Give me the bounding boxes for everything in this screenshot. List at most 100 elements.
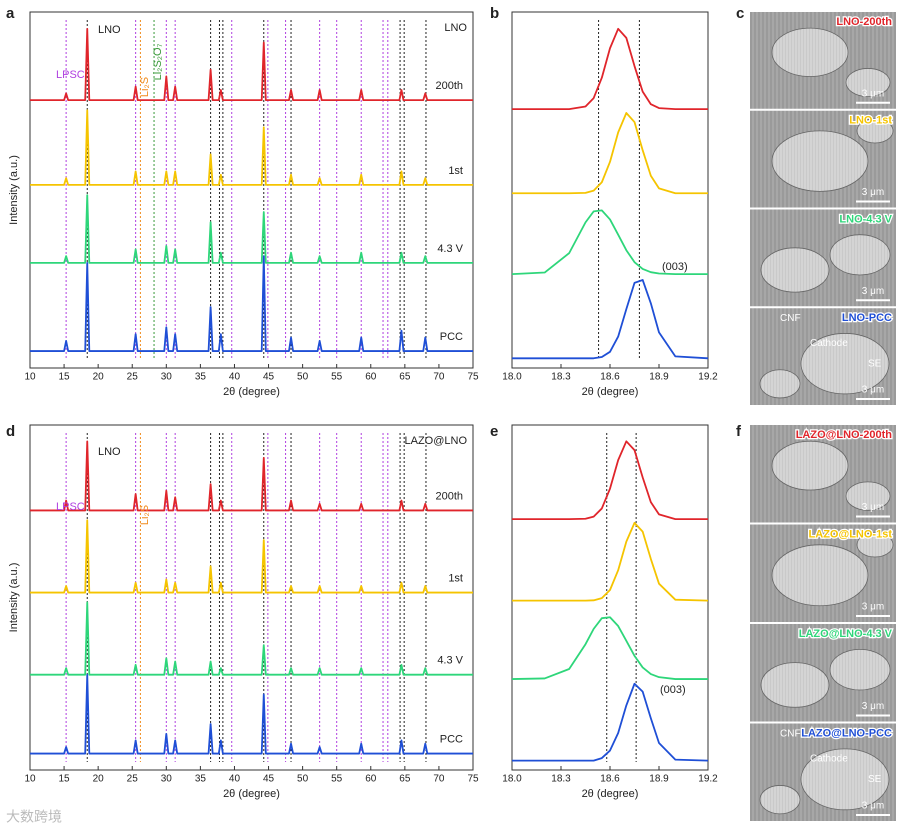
scale-bar-label: 3 μm bbox=[862, 88, 884, 99]
particle bbox=[771, 544, 869, 607]
x-tick-label: 70 bbox=[433, 774, 445, 785]
plot-frame bbox=[511, 424, 709, 771]
scale-bar-label: 3 μm bbox=[862, 602, 884, 613]
spectrum-line bbox=[30, 109, 473, 186]
micrograph-annotation: SE bbox=[868, 358, 882, 369]
panel-letter: d bbox=[6, 423, 15, 440]
x-tick-label: 35 bbox=[195, 372, 207, 383]
annotation: LPSC bbox=[56, 69, 85, 81]
micrograph-annotation: Cathode bbox=[810, 338, 848, 349]
scale-bar-label: 3 μm bbox=[862, 801, 884, 812]
spectrum-line bbox=[512, 279, 709, 360]
spectrum-line bbox=[30, 194, 473, 264]
annotation: LNO bbox=[98, 446, 121, 458]
x-tick-label: 35 bbox=[195, 774, 207, 785]
particle bbox=[856, 532, 894, 558]
particle bbox=[771, 27, 849, 77]
micrograph-label: LAZO@LNO-4.3 V bbox=[799, 628, 893, 640]
panel-letter: a bbox=[6, 5, 15, 22]
particle bbox=[771, 130, 869, 192]
watermark: 大数跨境 bbox=[6, 809, 62, 825]
particle bbox=[829, 648, 891, 691]
x-tick-label: 30 bbox=[161, 372, 173, 383]
x-tick-label: 18.9 bbox=[649, 372, 669, 383]
annotation: (003) bbox=[660, 684, 686, 696]
micrograph-annotation: CNF bbox=[780, 728, 801, 739]
particle bbox=[856, 118, 894, 144]
spectrum-line bbox=[512, 682, 709, 762]
particle bbox=[800, 333, 890, 395]
x-tick-label: 10 bbox=[24, 774, 36, 785]
spectrum-line bbox=[30, 255, 473, 352]
micrograph-label: LNO-1st bbox=[849, 115, 892, 127]
micrograph-label: LNO-PCC bbox=[842, 312, 892, 324]
x-tick-label: 18.3 bbox=[551, 774, 571, 785]
spectrum-line bbox=[512, 440, 708, 520]
spectrum-line bbox=[512, 112, 708, 195]
scale-bar-label: 3 μm bbox=[862, 701, 884, 712]
sample-label: LAZO@LNO bbox=[404, 435, 467, 447]
x-axis-label: 2θ (degree) bbox=[582, 386, 639, 398]
spectrum-line bbox=[30, 28, 473, 102]
micrograph-label: LAZO@LNO-200th bbox=[796, 429, 893, 441]
x-tick-label: 20 bbox=[93, 372, 105, 383]
micrograph-annotation: CNF bbox=[780, 313, 801, 324]
x-tick-label: 45 bbox=[263, 774, 275, 785]
x-tick-label: 19.2 bbox=[698, 774, 718, 785]
x-axis-label: 2θ (degree) bbox=[223, 788, 280, 800]
x-tick-label: 75 bbox=[467, 372, 479, 383]
micrograph-label: LAZO@LNO-1st bbox=[809, 528, 893, 540]
x-tick-label: 18.3 bbox=[551, 372, 571, 383]
x-tick-label: 55 bbox=[331, 372, 343, 383]
particle bbox=[800, 748, 890, 811]
particle bbox=[845, 68, 891, 98]
plot-frame bbox=[511, 11, 709, 369]
x-tick-label: 70 bbox=[433, 372, 445, 383]
spectrum-line bbox=[512, 27, 708, 110]
x-tick-label: 18.6 bbox=[600, 774, 620, 785]
spectrum-line bbox=[30, 601, 473, 676]
scale-bar-label: 3 μm bbox=[862, 187, 884, 198]
panel-letter: b bbox=[490, 5, 499, 22]
spectrum-line bbox=[30, 673, 473, 755]
x-tick-label: 75 bbox=[467, 774, 479, 785]
x-tick-label: 30 bbox=[161, 774, 173, 785]
x-tick-label: 40 bbox=[229, 774, 241, 785]
spectrum-line bbox=[30, 440, 473, 512]
series-label: PCC bbox=[440, 733, 463, 745]
x-tick-label: 45 bbox=[263, 372, 275, 383]
x-axis-label: 2θ (degree) bbox=[223, 386, 280, 398]
x-tick-label: 40 bbox=[229, 372, 241, 383]
plot-frame bbox=[29, 11, 474, 369]
micrograph-annotation: SE bbox=[868, 774, 882, 785]
x-tick-label: 15 bbox=[59, 774, 71, 785]
sample-label: LNO bbox=[444, 22, 467, 34]
particle bbox=[771, 440, 849, 491]
particle bbox=[760, 662, 830, 708]
x-tick-label: 15 bbox=[59, 372, 71, 383]
series-label: 200th bbox=[435, 80, 463, 92]
scale-bar-label: 3 μm bbox=[862, 502, 884, 513]
x-tick-label: 19.2 bbox=[698, 372, 718, 383]
x-tick-label: 25 bbox=[127, 372, 139, 383]
annotation: Li₂S₂O₇ bbox=[152, 43, 164, 80]
series-label: PCC bbox=[440, 331, 463, 343]
x-tick-label: 18.0 bbox=[502, 372, 522, 383]
series-label: 4.3 V bbox=[437, 243, 463, 255]
x-tick-label: 55 bbox=[331, 774, 343, 785]
x-axis-label: 2θ (degree) bbox=[582, 788, 639, 800]
x-tick-label: 50 bbox=[297, 372, 309, 383]
particle bbox=[760, 247, 830, 293]
spectrum-line bbox=[512, 521, 709, 602]
micrograph-annotation: Cathode bbox=[810, 754, 848, 765]
panel-letter: c bbox=[736, 5, 744, 22]
y-axis-label: Intensity (a.u.) bbox=[8, 563, 20, 633]
y-axis-label: Intensity (a.u.) bbox=[8, 155, 20, 225]
x-tick-label: 60 bbox=[365, 372, 377, 383]
series-label: 1st bbox=[448, 165, 463, 177]
panel-letter: f bbox=[736, 423, 742, 440]
series-label: 4.3 V bbox=[437, 655, 463, 667]
annotation: LNO bbox=[98, 24, 121, 36]
plot-frame bbox=[29, 424, 474, 771]
micrograph-label: LNO-4.3 V bbox=[839, 213, 892, 225]
